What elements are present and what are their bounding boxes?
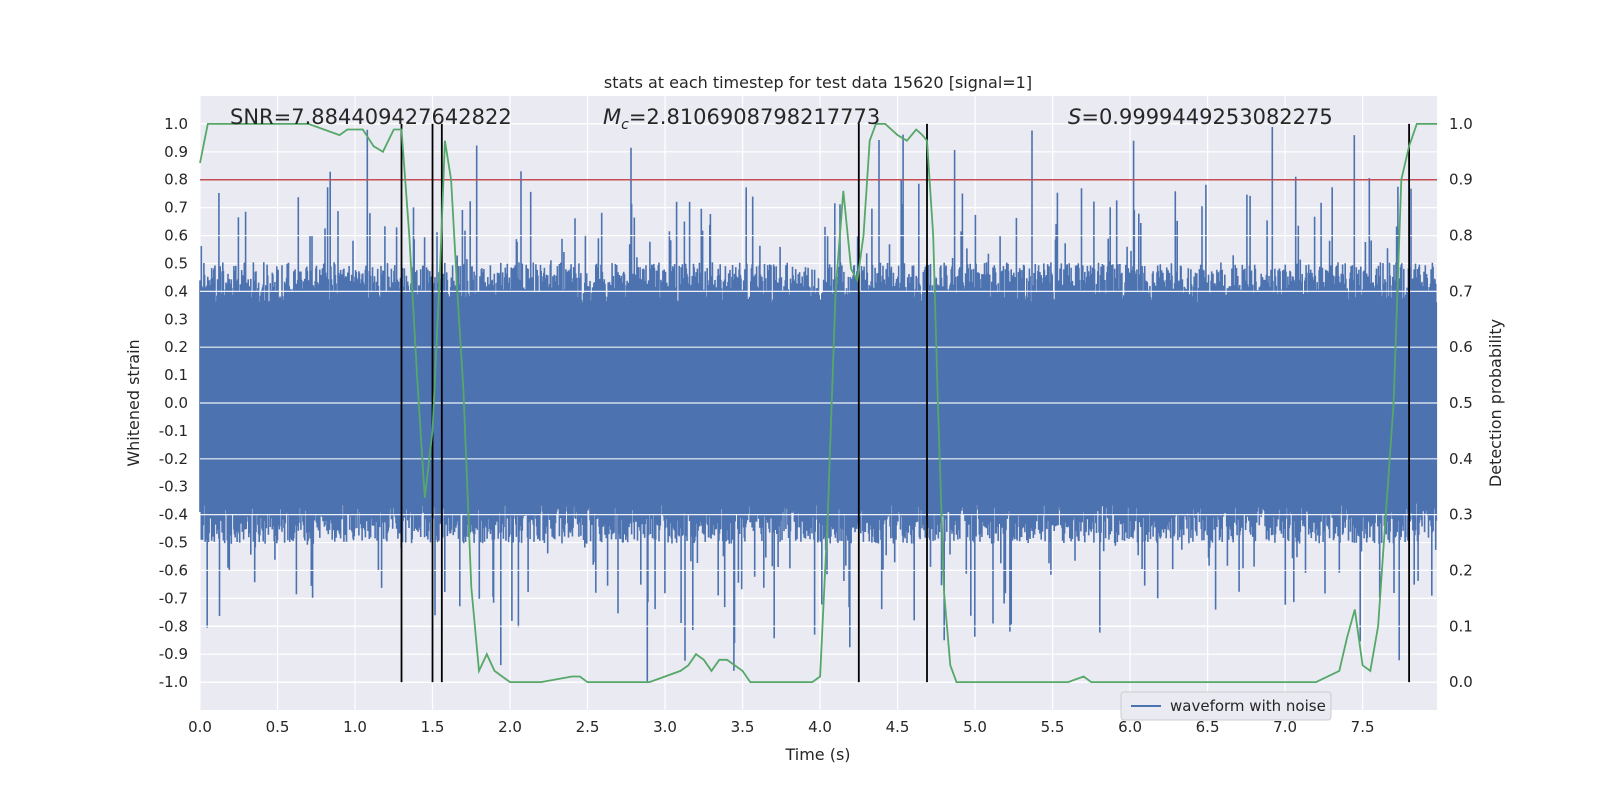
- x-tick-label: 1.5: [421, 718, 445, 736]
- chirp-mass-subscript: c: [621, 117, 629, 133]
- x-tick-label: 2.0: [498, 718, 522, 736]
- y-left-tick-label: 0.1: [164, 366, 188, 384]
- x-tick-label: 0.0: [188, 718, 212, 736]
- y-left-tick-label: 0.9: [164, 143, 188, 161]
- x-tick-label: 3.0: [653, 718, 677, 736]
- y-right-tick-label: 0.5: [1449, 394, 1473, 412]
- x-tick-label: 4.5: [886, 718, 910, 736]
- significance-value: =0.9999449253082275: [1081, 105, 1332, 129]
- y-left-tick-label: -0.4: [159, 506, 188, 524]
- y-right-tick-label: 0.0: [1449, 673, 1473, 691]
- y-left-tick-label: 0.8: [164, 171, 188, 189]
- chirp-mass-symbol: M: [603, 105, 621, 129]
- y-left-tick-label: 0.7: [164, 199, 188, 217]
- y-right-tick-label: 1.0: [1449, 115, 1473, 133]
- chart-title: stats at each timestep for test data 156…: [604, 73, 1032, 92]
- x-tick-label: 0.5: [266, 718, 290, 736]
- y-right-tick-label: 0.2: [1449, 561, 1473, 579]
- y-left-tick-label: -0.6: [159, 561, 188, 579]
- y-right-tick-label: 0.1: [1449, 617, 1473, 635]
- y-left-tick-label: 0.6: [164, 227, 188, 245]
- x-axis-label: Time (s): [784, 745, 850, 764]
- detection-probability-series: [199, 123, 1437, 683]
- y-left-tick-label: -0.7: [159, 589, 188, 607]
- y-right-tick-label: 0.4: [1449, 450, 1473, 468]
- significance-symbol: S: [1068, 105, 1081, 129]
- chirp-mass-annotation: Mc=2.8106908798217773: [603, 105, 880, 133]
- y-left-tick-label: -0.8: [159, 617, 188, 635]
- y-left-tick-label: -0.2: [159, 450, 188, 468]
- y-left-tick-label: 0.3: [164, 310, 188, 328]
- y-right-tick-label: 0.3: [1449, 506, 1473, 524]
- plot-content: [199, 123, 1438, 683]
- y-left-tick-label: 0.2: [164, 338, 188, 356]
- y-left-tick-label: 0.4: [164, 282, 188, 300]
- y-axis-label-right: Detection probability: [1486, 319, 1505, 487]
- y-right-tick-label: 0.8: [1449, 227, 1473, 245]
- x-tick-label: 5.5: [1041, 718, 1065, 736]
- y-right-tick-label: 0.7: [1449, 282, 1473, 300]
- x-tick-label: 4.0: [808, 718, 832, 736]
- y-right-tick-label: 0.6: [1449, 338, 1473, 356]
- y-axis-label-left: Whitened strain: [124, 339, 143, 466]
- ticks: 0.0 0.5 1.0 1.5 2.0 2.5 3.0 3.5 4.0 4.5 5.0 5.5 6.0 6…: [159, 115, 1473, 736]
- x-tick-label: 5.0: [963, 718, 987, 736]
- x-tick-label: 3.5: [731, 718, 755, 736]
- significance-annotation: S=0.9999449253082275: [1068, 105, 1333, 129]
- x-tick-label: 7.0: [1273, 718, 1297, 736]
- y-left-tick-label: 0.0: [164, 394, 188, 412]
- y-right-tick-label: 0.9: [1449, 171, 1473, 189]
- snr-annotation: SNR=7.884409427642822: [230, 105, 512, 129]
- x-tick-label: 6.5: [1196, 718, 1220, 736]
- legend: waveform with noise: [1120, 691, 1332, 721]
- y-left-tick-label: -0.9: [159, 645, 188, 663]
- x-tick-label: 7.5: [1351, 718, 1375, 736]
- y-left-tick-label: -0.1: [159, 422, 188, 440]
- x-tick-label: 1.0: [343, 718, 367, 736]
- y-left-tick-label: -1.0: [159, 673, 188, 691]
- y-left-tick-label: -0.3: [159, 478, 188, 496]
- y-left-tick-label: 1.0: [164, 115, 188, 133]
- x-tick-label: 2.5: [576, 718, 600, 736]
- x-tick-label: 6.0: [1118, 718, 1142, 736]
- chirp-mass-value: =2.8106908798217773: [629, 105, 880, 129]
- y-left-tick-label: 0.5: [164, 254, 188, 272]
- legend-label-waveform: waveform with noise: [1170, 697, 1326, 715]
- y-left-tick-label: -0.5: [159, 534, 188, 552]
- legend-box: [1120, 691, 1332, 721]
